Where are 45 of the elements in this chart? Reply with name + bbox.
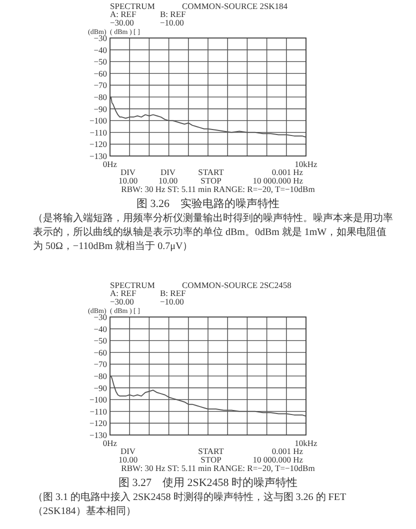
- y-tick-label: −70: [94, 359, 107, 370]
- text: （图 3.1 的电路中接入 2SK2458 时测得的噪声特性，这与图 3.26 的 FET（2SK184）基本相同）: [33, 491, 348, 519]
- y-tick-label: −110: [90, 127, 107, 138]
- y-tick-label: −40: [94, 324, 107, 334]
- text: RBW: 30 Hz ST: 5.11 min RANGE: R=−20, T=−10dBm: [121, 463, 316, 473]
- text: A: REF −30.00: [110, 9, 136, 28]
- chart-title: SPECTRUM: [110, 1, 156, 11]
- y-tick-label: −40: [94, 44, 107, 55]
- chart-title: SPECTRUM: [110, 280, 156, 290]
- x-tick-label: 10kHz: [294, 438, 318, 448]
- y-tick-label: −80: [94, 371, 107, 381]
- y-tick-label: −110: [90, 406, 107, 416]
- text: 0.001 Hz 10 000.000 Hz: [252, 446, 304, 464]
- text: RBW: 30 Hz ST: 5.11 min RANGE: R=−20, T=−10dBm: [121, 184, 316, 194]
- chart-subtitle: COMMON-SOURCE 2SC2458: [182, 280, 292, 290]
- x-tick-label: 0Hz: [102, 438, 118, 448]
- text: DIV 10.00: [118, 446, 138, 464]
- y-tick-label: −120: [89, 418, 107, 428]
- text: DIV 10.00: [158, 167, 178, 186]
- text: DIV 10.00: [118, 167, 138, 186]
- text: B: REF −10.00: [160, 9, 186, 28]
- caption: 图 3.26 实验电路的噪声特性: [136, 196, 280, 211]
- y-tick-label: −90: [94, 104, 107, 114]
- y-tick-label: −100: [89, 116, 107, 126]
- text: START STOP: [198, 167, 225, 186]
- y-tick-label: −50: [94, 56, 107, 67]
- y-tick-label: −50: [94, 336, 107, 346]
- text: B: REF −10.00: [160, 288, 186, 306]
- text: A: REF −30.00: [110, 288, 136, 306]
- x-tick-label: 10kHz: [294, 159, 318, 169]
- y-tick-label: −80: [94, 92, 107, 102]
- y-tick-label: −60: [94, 347, 107, 358]
- text: START STOP: [198, 446, 225, 464]
- caption: 图 3.27 使用 2SK2458 时的噪声特性: [117, 476, 299, 490]
- y-tick-label: −130: [89, 151, 107, 161]
- chart-subtitle: COMMON-SOURCE 2SK184: [182, 1, 288, 11]
- x-tick-label: 0Hz: [102, 159, 118, 169]
- text: 0.001 Hz 10 000.000 Hz: [252, 167, 304, 186]
- y-tick-label: −120: [89, 139, 107, 150]
- y-tick-label: −60: [94, 68, 107, 78]
- y-tick-label: −90: [94, 382, 107, 393]
- y-tick-label: −70: [94, 80, 107, 90]
- text: （是将输入端短路，用频率分析仪测量输出时得到的噪声特性。噪声本来是用功率表示的，所以曲线的纵轴是表示功率的单位 dBm。0dBm 就是 1mW，如果电阻值为 50Ω，−110dBm 就相当于 0.7μV）: [33, 212, 394, 254]
- y-tick-label: −100: [89, 394, 107, 405]
- y-tick-label: −130: [89, 430, 107, 440]
